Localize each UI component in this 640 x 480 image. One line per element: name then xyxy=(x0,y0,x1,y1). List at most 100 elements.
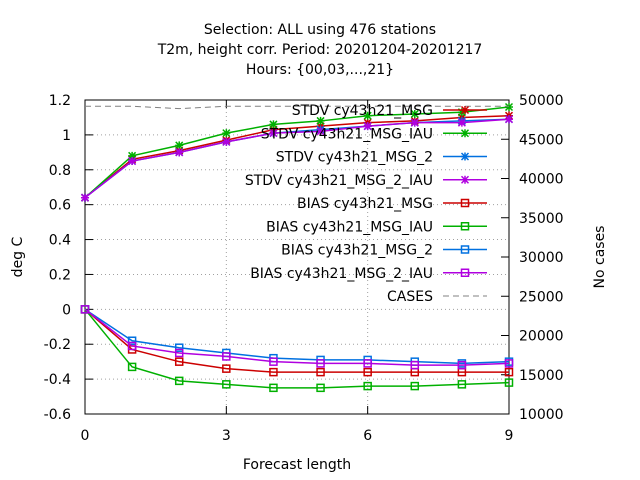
legend-item: CASES xyxy=(387,289,487,305)
x-tick-label: 0 xyxy=(81,428,90,444)
x-axis-label: Forecast length xyxy=(243,457,351,473)
y-tick-label: -0.6 xyxy=(44,407,71,423)
square-marker xyxy=(269,383,278,393)
y2-tick-label: 50000 xyxy=(519,93,564,109)
square-marker xyxy=(504,378,514,387)
square-marker xyxy=(174,376,184,386)
square-marker xyxy=(222,352,231,361)
square-marker xyxy=(127,336,137,345)
star-marker xyxy=(175,141,184,150)
chart-title-line-1: Selection: ALL using 476 stations xyxy=(203,22,437,38)
y-tick-label: 0.6 xyxy=(49,198,71,214)
series-bias-cy43h21-msg-2 xyxy=(80,305,514,368)
legend-item: STDV cy43h21_MSG_IAU xyxy=(261,126,487,142)
legend-item: STDV cy43h21_MSG xyxy=(292,103,487,119)
square-marker xyxy=(460,268,470,277)
star-marker xyxy=(269,120,278,129)
star-marker xyxy=(128,151,137,160)
legend-item: STDV cy43h21_MSG_2 xyxy=(276,150,487,166)
star-marker xyxy=(128,157,137,166)
series-line xyxy=(84,106,510,199)
series-line xyxy=(84,308,509,373)
series-bias-cy43h21-msg xyxy=(80,305,514,377)
square-marker xyxy=(460,198,470,208)
star-marker xyxy=(363,111,372,120)
legend-item: BIAS cy43h21_MSG_IAU xyxy=(266,219,487,235)
grid xyxy=(85,100,509,414)
square-marker xyxy=(222,364,231,373)
legend-item: BIAS cy43h21_MSG_2 xyxy=(281,243,487,259)
star-marker xyxy=(460,129,470,138)
legend-item: STDV cy43h21_MSG_2_IAU xyxy=(245,173,487,189)
y2-tick-label: 35000 xyxy=(519,211,564,227)
chart-title-line-2: T2m, height corr. Period: 20201204-20201… xyxy=(157,42,483,58)
square-marker xyxy=(222,380,231,389)
x-tick-label: 9 xyxy=(505,428,514,444)
legend-item: BIAS cy43h21_MSG_2_IAU xyxy=(250,266,487,282)
y-tick-label: 0.2 xyxy=(49,267,71,283)
series-bias-cy43h21-msg-2-iau xyxy=(80,305,514,370)
square-marker xyxy=(410,381,420,391)
square-marker xyxy=(174,357,184,366)
square-marker xyxy=(460,245,470,254)
legend-label: BIAS cy43h21_MSG_2_IAU xyxy=(250,266,433,282)
square-marker xyxy=(363,359,372,368)
y-tick-label: 1 xyxy=(62,128,71,144)
square-marker xyxy=(174,343,184,352)
chart-title-line-3: Hours: {00,03,...,21} xyxy=(245,62,395,78)
legend-label: BIAS cy43h21_MSG xyxy=(297,196,433,212)
star-marker xyxy=(410,109,419,118)
star-marker xyxy=(222,137,231,146)
star-marker xyxy=(457,118,466,127)
legend: STDV cy43h21_MSG STDV cy43h21_MSG_IAU STDV… xyxy=(245,103,487,305)
x-tick-label: 3 xyxy=(222,428,231,444)
star-marker xyxy=(175,148,184,157)
y-axis-label: deg C xyxy=(10,236,26,277)
y2-tick-label: 20000 xyxy=(519,329,564,345)
square-marker xyxy=(460,222,470,231)
y-tick-label: 0.4 xyxy=(49,233,71,249)
legend-label: BIAS cy43h21_MSG_2 xyxy=(281,243,433,259)
y2-tick-label: 10000 xyxy=(519,407,564,423)
y-tick-label: -0.4 xyxy=(44,372,71,388)
square-marker xyxy=(127,362,137,372)
square-marker xyxy=(363,381,372,391)
y2-tick-label: 40000 xyxy=(519,172,564,188)
series-cases xyxy=(85,105,509,110)
square-marker xyxy=(410,360,420,370)
series-line xyxy=(85,105,509,110)
y-tick-label: 0.8 xyxy=(49,163,71,179)
star-marker xyxy=(316,127,325,136)
series-line xyxy=(84,308,510,365)
series-line xyxy=(84,308,510,389)
y-tick-label: 0 xyxy=(62,302,71,318)
y2-tick-label: 45000 xyxy=(519,132,564,148)
legend-label: CASES xyxy=(387,289,433,305)
square-marker xyxy=(457,360,467,370)
y2-tick-label: 15000 xyxy=(519,368,564,384)
legend-label: BIAS cy43h21_MSG_IAU xyxy=(266,219,433,235)
star-marker xyxy=(269,129,278,138)
square-marker xyxy=(457,380,467,389)
square-marker xyxy=(363,367,372,377)
star-marker xyxy=(460,105,470,115)
y2-tick-label: 30000 xyxy=(519,250,564,266)
series-line xyxy=(84,118,510,199)
star-marker xyxy=(460,175,470,184)
star-marker xyxy=(410,118,419,127)
star-marker xyxy=(460,152,470,161)
series-stdv-cy43h21-msg-2-iau xyxy=(80,115,514,202)
star-marker xyxy=(222,129,231,138)
star-marker xyxy=(316,116,325,125)
square-marker xyxy=(269,367,278,377)
star-marker xyxy=(80,193,90,202)
square-marker xyxy=(269,357,278,366)
star-marker xyxy=(504,102,514,112)
y-tick-label: -0.2 xyxy=(44,337,71,353)
series-line xyxy=(84,114,510,199)
square-marker xyxy=(174,348,184,358)
x-tick-label: 6 xyxy=(363,428,372,444)
y2-tick-label: 25000 xyxy=(519,289,564,305)
star-marker xyxy=(504,115,514,124)
